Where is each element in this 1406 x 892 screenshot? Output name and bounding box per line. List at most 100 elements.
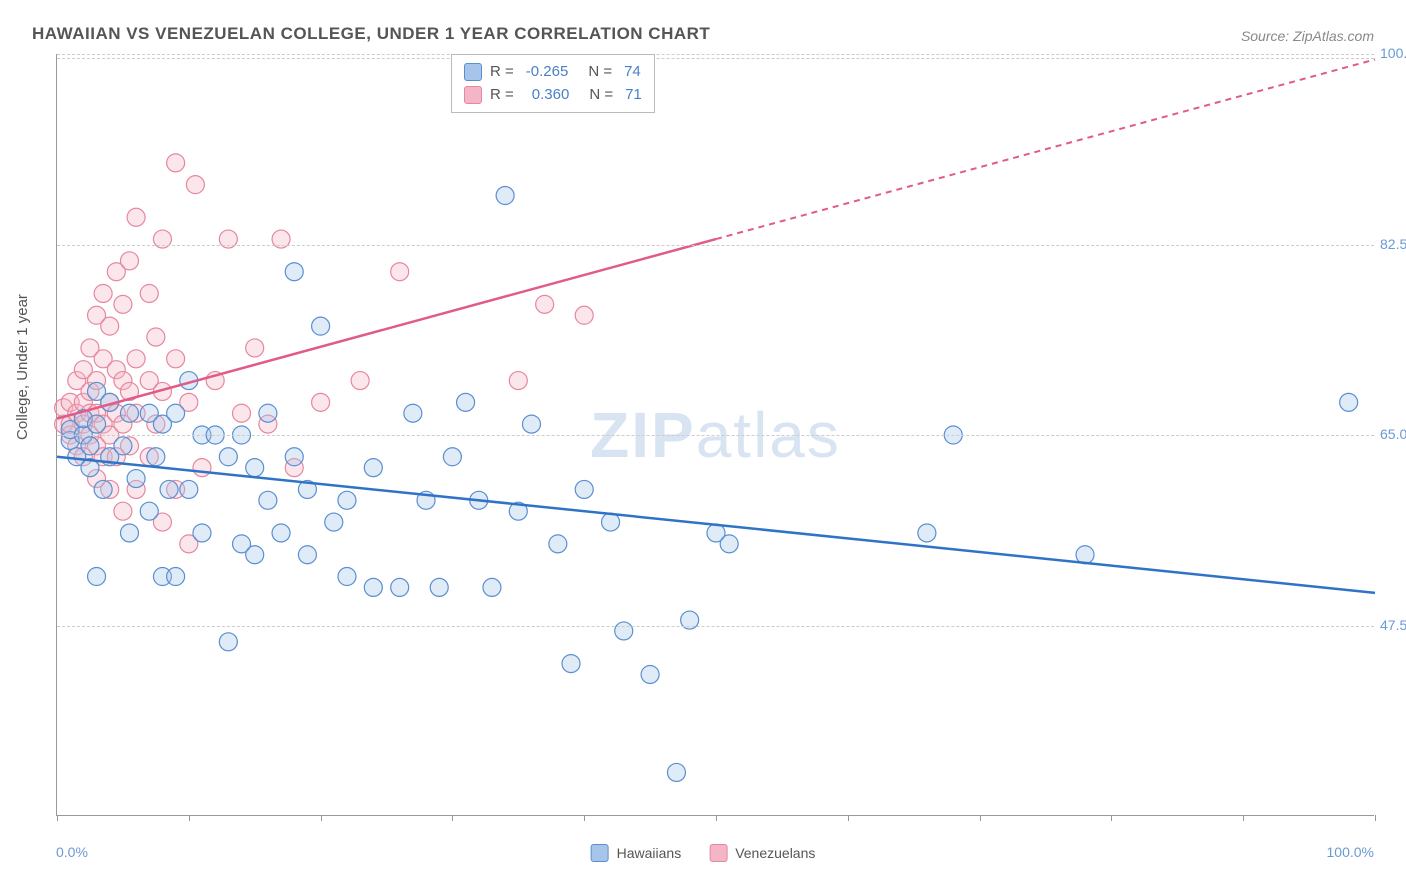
x-tick bbox=[980, 815, 981, 821]
stats-row-1: R = -0.265 N = 74 bbox=[464, 61, 642, 84]
legend-item-1: Hawaiians bbox=[591, 844, 682, 862]
point-series2 bbox=[167, 154, 185, 172]
point-series2 bbox=[167, 350, 185, 368]
point-series1 bbox=[259, 404, 277, 422]
point-series1 bbox=[298, 546, 316, 564]
point-series1 bbox=[219, 448, 237, 466]
gridline bbox=[57, 54, 1374, 55]
point-series2 bbox=[147, 328, 165, 346]
x-axis-min-label: 0.0% bbox=[56, 844, 88, 860]
bottom-legend: Hawaiians Venezuelans bbox=[591, 844, 816, 862]
y-tick-label: 47.5% bbox=[1380, 617, 1406, 633]
legend-label-1: Hawaiians bbox=[617, 845, 682, 861]
point-series1 bbox=[88, 415, 106, 433]
point-series1 bbox=[272, 524, 290, 542]
stats-n-val-2: 71 bbox=[625, 84, 642, 107]
x-tick bbox=[848, 815, 849, 821]
x-axis-max-label: 100.0% bbox=[1327, 844, 1374, 860]
y-tick-label: 65.0% bbox=[1380, 426, 1406, 442]
legend-swatch-1 bbox=[591, 844, 609, 862]
point-series1 bbox=[167, 568, 185, 586]
legend-swatch-2 bbox=[709, 844, 727, 862]
point-series1 bbox=[430, 578, 448, 596]
point-series1 bbox=[720, 535, 738, 553]
x-tick bbox=[452, 815, 453, 821]
point-series2 bbox=[101, 317, 119, 335]
x-tick bbox=[716, 815, 717, 821]
point-series1 bbox=[575, 480, 593, 498]
point-series2 bbox=[312, 393, 330, 411]
point-series2 bbox=[536, 295, 554, 313]
point-series1 bbox=[391, 578, 409, 596]
x-tick bbox=[321, 815, 322, 821]
point-series1 bbox=[246, 459, 264, 477]
source-label: Source: ZipAtlas.com bbox=[1241, 28, 1374, 44]
point-series1 bbox=[562, 655, 580, 673]
point-series1 bbox=[483, 578, 501, 596]
stats-r-label-2: R = bbox=[490, 84, 514, 107]
point-series2 bbox=[114, 502, 132, 520]
stats-r-label-1: R = bbox=[490, 61, 514, 84]
point-series1 bbox=[549, 535, 567, 553]
trendline-series2-dashed bbox=[716, 59, 1375, 239]
point-series1 bbox=[88, 568, 106, 586]
point-series1 bbox=[219, 633, 237, 651]
x-tick bbox=[189, 815, 190, 821]
stats-n-label-1: N = bbox=[588, 61, 612, 84]
x-tick bbox=[1243, 815, 1244, 821]
point-series1 bbox=[364, 578, 382, 596]
point-series2 bbox=[120, 252, 138, 270]
point-series1 bbox=[641, 665, 659, 683]
point-series2 bbox=[127, 208, 145, 226]
stats-r-val-2: 0.360 bbox=[532, 84, 570, 107]
stats-swatch-1 bbox=[464, 63, 482, 81]
point-series1 bbox=[120, 524, 138, 542]
point-series2 bbox=[127, 350, 145, 368]
point-series1 bbox=[457, 393, 475, 411]
point-series1 bbox=[496, 187, 514, 205]
stats-swatch-2 bbox=[464, 86, 482, 104]
y-axis-label: College, Under 1 year bbox=[14, 294, 31, 440]
point-series2 bbox=[391, 263, 409, 281]
stats-box: R = -0.265 N = 74 R = 0.360 N = 71 bbox=[451, 54, 655, 113]
y-tick-label: 100.0% bbox=[1380, 45, 1406, 61]
point-series1 bbox=[667, 763, 685, 781]
point-series1 bbox=[114, 437, 132, 455]
point-series2 bbox=[186, 176, 204, 194]
point-series2 bbox=[193, 459, 211, 477]
legend-item-2: Venezuelans bbox=[709, 844, 815, 862]
point-series1 bbox=[285, 263, 303, 281]
point-series2 bbox=[575, 306, 593, 324]
point-series2 bbox=[114, 295, 132, 313]
point-series1 bbox=[364, 459, 382, 477]
point-series2 bbox=[509, 372, 527, 390]
point-series2 bbox=[94, 284, 112, 302]
gridline bbox=[57, 435, 1374, 436]
point-series1 bbox=[443, 448, 461, 466]
chart-title: HAWAIIAN VS VENEZUELAN COLLEGE, UNDER 1 … bbox=[32, 24, 710, 44]
point-series1 bbox=[338, 568, 356, 586]
point-series1 bbox=[325, 513, 343, 531]
point-series1 bbox=[81, 437, 99, 455]
point-series1 bbox=[246, 546, 264, 564]
stats-n-val-1: 74 bbox=[624, 61, 641, 84]
trendline-series1 bbox=[57, 457, 1375, 593]
stats-r-val-1: -0.265 bbox=[526, 61, 569, 84]
x-tick bbox=[584, 815, 585, 821]
point-series1 bbox=[259, 491, 277, 509]
x-tick bbox=[1111, 815, 1112, 821]
point-series1 bbox=[140, 502, 158, 520]
point-series1 bbox=[120, 404, 138, 422]
point-series1 bbox=[1340, 393, 1358, 411]
point-series1 bbox=[312, 317, 330, 335]
gridline bbox=[57, 626, 1374, 627]
point-series1 bbox=[94, 480, 112, 498]
stats-n-label-2: N = bbox=[589, 84, 613, 107]
point-series2 bbox=[140, 284, 158, 302]
gridline bbox=[57, 245, 1374, 246]
point-series1 bbox=[918, 524, 936, 542]
point-series1 bbox=[338, 491, 356, 509]
x-tick bbox=[57, 815, 58, 821]
x-tick bbox=[1375, 815, 1376, 821]
point-series1 bbox=[522, 415, 540, 433]
